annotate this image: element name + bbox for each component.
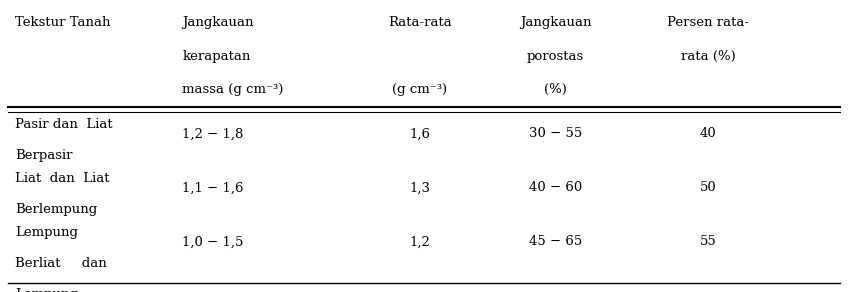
Text: Pasir dan  Liat: Pasir dan Liat [15, 118, 113, 131]
Text: 1,0 − 1,5: 1,0 − 1,5 [182, 235, 243, 248]
Text: 55: 55 [700, 235, 717, 248]
Text: Liat  dan  Liat: Liat dan Liat [15, 172, 109, 185]
Text: Rata-rata: Rata-rata [388, 16, 452, 29]
Text: 40 − 60: 40 − 60 [529, 182, 582, 194]
Text: 45 − 65: 45 − 65 [529, 235, 582, 248]
Text: 1,3: 1,3 [410, 182, 430, 194]
Text: Lempung: Lempung [15, 226, 78, 239]
Text: porostas: porostas [527, 50, 584, 63]
Text: Persen rata-: Persen rata- [667, 16, 749, 29]
Text: (g cm⁻³): (g cm⁻³) [392, 83, 448, 96]
Text: massa (g cm⁻³): massa (g cm⁻³) [182, 83, 284, 96]
Text: Berlempung: Berlempung [15, 203, 98, 216]
Text: Berpasir: Berpasir [15, 149, 73, 162]
Text: 40: 40 [700, 127, 717, 140]
Text: 1,1 − 1,6: 1,1 − 1,6 [182, 182, 244, 194]
Text: Lempung: Lempung [15, 288, 78, 292]
Text: Jangkauan: Jangkauan [182, 16, 254, 29]
Text: 1,2: 1,2 [410, 235, 430, 248]
Text: Jangkauan: Jangkauan [520, 16, 591, 29]
Text: kerapatan: kerapatan [182, 50, 251, 63]
Text: rata (%): rata (%) [681, 50, 735, 63]
Text: Berliat     dan: Berliat dan [15, 257, 107, 270]
Text: 30 − 55: 30 − 55 [529, 127, 582, 140]
Text: 1,2 − 1,8: 1,2 − 1,8 [182, 127, 243, 140]
Text: (%): (%) [544, 83, 566, 96]
Text: 1,6: 1,6 [410, 127, 430, 140]
Text: Tekstur Tanah: Tekstur Tanah [15, 16, 111, 29]
Text: 50: 50 [700, 182, 717, 194]
